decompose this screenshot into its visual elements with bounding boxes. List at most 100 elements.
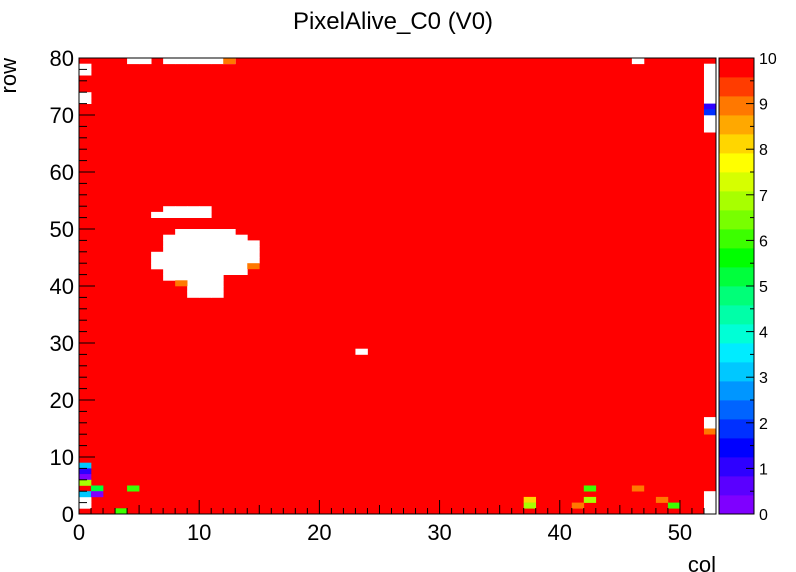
palette-tick-label: 10 — [759, 51, 777, 68]
heatmap-empty-cell — [175, 211, 188, 218]
heatmap-empty-cell — [187, 291, 200, 298]
heatmap-empty-cell — [187, 257, 200, 264]
heatmap-empty-cell — [79, 496, 92, 503]
palette-swatch — [719, 115, 754, 135]
heatmap-cell — [703, 109, 717, 116]
heatmap-empty-cell — [79, 63, 92, 70]
palette-swatch — [719, 400, 754, 420]
heatmap-empty-cell — [223, 234, 236, 241]
heatmap-empty-cell — [175, 234, 188, 241]
palette-swatch — [719, 77, 754, 97]
heatmap-empty-cell — [223, 257, 236, 264]
heatmap-empty-cell — [211, 58, 224, 65]
heatmap-cell — [523, 496, 537, 503]
heatmap-empty-cell — [223, 229, 236, 236]
heatmap-empty-cell — [199, 211, 212, 218]
heatmap-empty-cell — [175, 263, 188, 270]
palette-swatch — [719, 210, 754, 230]
heatmap-empty-cell — [247, 240, 260, 247]
heatmap-cell — [223, 58, 236, 64]
y-tick-label: 60 — [50, 160, 74, 185]
heatmap-empty-cell — [175, 58, 188, 65]
heatmap-empty-cell — [355, 348, 368, 355]
heatmap-cell — [79, 462, 92, 469]
heatmap-empty-cell — [175, 274, 188, 281]
palette-tick-label: 7 — [759, 188, 768, 205]
x-tick-label: 20 — [307, 520, 331, 545]
heatmap-empty-cell — [79, 502, 92, 509]
heatmap-cell — [655, 496, 669, 503]
heatmap-empty-cell — [199, 291, 212, 298]
heatmap-empty-cell — [127, 58, 140, 65]
heatmap-empty-cell — [703, 120, 717, 127]
heatmap-empty-cell — [703, 126, 717, 133]
heatmap-empty-cell — [211, 268, 224, 275]
heatmap-empty-cell — [163, 263, 176, 270]
palette-swatch — [719, 419, 754, 439]
heatmap-empty-cell — [703, 97, 717, 104]
heatmap-empty-cell — [223, 268, 236, 275]
chart-title: PixelAlive_C0 (V0) — [293, 8, 493, 35]
palette-tick-label: 3 — [759, 370, 768, 387]
heatmap-empty-cell — [223, 251, 236, 258]
heatmap-empty-cell — [175, 251, 188, 258]
palette-tick-label: 6 — [759, 233, 768, 250]
x-tick-label: 0 — [73, 520, 85, 545]
palette-swatch — [719, 324, 754, 344]
heatmap-empty-cell — [199, 268, 212, 275]
palette-swatch — [719, 495, 754, 515]
heatmap-cells — [79, 58, 717, 515]
heatmap-cell — [115, 508, 128, 515]
palette-tick-label: 0 — [759, 507, 768, 524]
heatmap-empty-cell — [211, 274, 224, 281]
heatmap-empty-cell — [703, 496, 717, 503]
heatmap-empty-cell — [631, 58, 645, 65]
heatmap-empty-cell — [199, 286, 212, 293]
heatmap-empty-cell — [175, 240, 188, 247]
heatmap-empty-cell — [187, 58, 200, 65]
heatmap-cell — [175, 280, 188, 287]
palette-swatch — [719, 96, 754, 116]
heatmap-empty-cell — [199, 229, 212, 236]
heatmap-empty-cell — [211, 286, 224, 293]
heatmap-empty-cell — [163, 211, 176, 218]
y-tick-label: 40 — [50, 274, 74, 299]
heatmap-empty-cell — [235, 240, 248, 247]
heatmap-cell — [91, 491, 104, 498]
heatmap-empty-cell — [235, 263, 248, 270]
heatmap-empty-cell — [187, 234, 200, 241]
palette-swatch — [719, 362, 754, 382]
heatmap-cell — [571, 502, 585, 509]
heatmap-empty-cell — [199, 274, 212, 281]
heatmap-cell — [583, 485, 597, 492]
heatmap-empty-cell — [187, 251, 200, 258]
heatmap-empty-cell — [187, 274, 200, 281]
heatmap-cell — [523, 502, 537, 509]
palette-swatch — [719, 476, 754, 496]
heatmap-empty-cell — [211, 280, 224, 287]
palette-swatch — [719, 153, 754, 173]
heatmap-cell — [703, 428, 717, 435]
y-tick-label: 20 — [50, 388, 74, 413]
heatmap-empty-cell — [187, 286, 200, 293]
heatmap-empty-cell — [163, 206, 176, 213]
heatmap-empty-cell — [187, 206, 200, 213]
palette-tick-label: 2 — [759, 416, 768, 433]
heatmap-cell — [667, 502, 681, 509]
palette-swatch — [719, 286, 754, 306]
heatmap-empty-cell — [211, 291, 224, 298]
heatmap-empty-cell — [211, 234, 224, 241]
heatmap-empty-cell — [139, 58, 152, 65]
x-tick-label: 10 — [187, 520, 211, 545]
palette-swatch — [719, 248, 754, 268]
y-tick-label: 0 — [62, 502, 74, 527]
heatmap-empty-cell — [199, 280, 212, 287]
heatmap-empty-cell — [199, 58, 212, 65]
palette-tick-label: 1 — [759, 461, 768, 478]
palette-swatch — [719, 343, 754, 363]
x-axis-label: col — [688, 552, 716, 572]
heatmap-empty-cell — [223, 263, 236, 270]
heatmap-empty-cell — [703, 80, 717, 87]
heatmap-empty-cell — [163, 240, 176, 247]
